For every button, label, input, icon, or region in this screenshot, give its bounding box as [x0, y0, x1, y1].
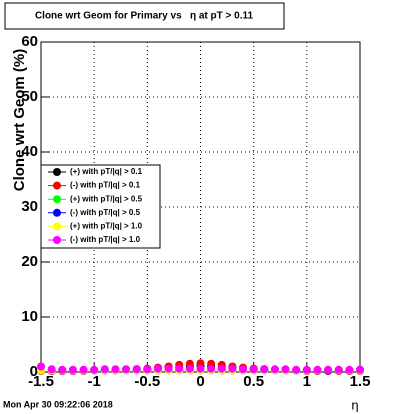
data-point — [111, 365, 120, 374]
data-point — [58, 365, 67, 374]
data-point — [239, 365, 248, 374]
data-point — [292, 365, 301, 374]
data-point — [153, 364, 162, 373]
data-point — [345, 365, 354, 374]
legend-marker — [53, 222, 61, 231]
data-point — [100, 365, 109, 374]
data-point — [260, 365, 269, 374]
data-point — [249, 365, 258, 374]
y-tick-label: 60 — [21, 33, 38, 50]
title-box — [4, 2, 285, 30]
data-point — [90, 365, 99, 374]
x-tick-label: 1 — [303, 373, 311, 390]
data-point — [196, 359, 205, 368]
data-point — [122, 365, 131, 374]
data-point — [37, 362, 45, 371]
x-tick-label: -0.5 — [134, 373, 160, 390]
legend-marker — [53, 208, 61, 217]
data-point — [356, 365, 364, 374]
data-point — [143, 365, 152, 374]
data-point — [207, 364, 216, 373]
data-point — [302, 365, 311, 374]
data-point — [175, 364, 184, 373]
legend-marker — [53, 236, 61, 244]
data-point — [196, 364, 205, 373]
x-tick-label: 1.5 — [350, 373, 371, 390]
legend-label: (+) with pT/|q| > 0.5 — [70, 194, 143, 203]
legend-label: (-) with pT/|q| > 0.1 — [70, 181, 141, 190]
legend-label: (-) with pT/|q| > 0.5 — [70, 208, 141, 217]
data-point — [68, 365, 77, 374]
legend-label: (+) with pT/|q| > 0.1 — [70, 167, 143, 176]
y-axis-label: Clone wrt Geom (%) — [11, 49, 28, 192]
legend-marker — [53, 195, 61, 204]
data-point — [47, 365, 56, 374]
data-point — [79, 365, 88, 374]
x-axis-label: η — [351, 397, 358, 412]
data-point — [132, 365, 141, 374]
x-tick-label: 0 — [196, 373, 204, 390]
legend-box — [40, 164, 161, 249]
data-point — [313, 365, 322, 374]
y-tick-label: 30 — [21, 198, 38, 215]
x-tick-label: -1.5 — [28, 373, 54, 390]
y-tick-label: 0 — [30, 363, 38, 380]
y-tick-label: 50 — [21, 88, 38, 105]
x-tick-label: 0.5 — [243, 373, 264, 390]
data-point — [334, 365, 343, 374]
x-tick-label: -1 — [87, 373, 100, 390]
data-point — [228, 364, 237, 373]
legend-label: (+) with pT/|q| > 1.0 — [70, 222, 143, 231]
y-tick-label: 10 — [21, 308, 38, 325]
data-point — [164, 364, 173, 373]
legend-marker — [53, 181, 61, 190]
legend-label: (-) with pT/|q| > 1.0 — [70, 235, 141, 244]
data-point — [281, 365, 290, 374]
y-tick-label: 20 — [21, 253, 38, 270]
legend-marker — [53, 168, 61, 176]
y-tick-label: 40 — [21, 143, 38, 160]
data-point — [185, 364, 194, 373]
timestamp: Mon Apr 30 09:22:06 2018 — [3, 399, 113, 409]
data-point — [270, 365, 279, 374]
data-point — [217, 364, 226, 373]
chart-title: Clone wrt Geom for Primary vs η at pT > … — [35, 11, 254, 22]
data-point — [324, 365, 333, 374]
